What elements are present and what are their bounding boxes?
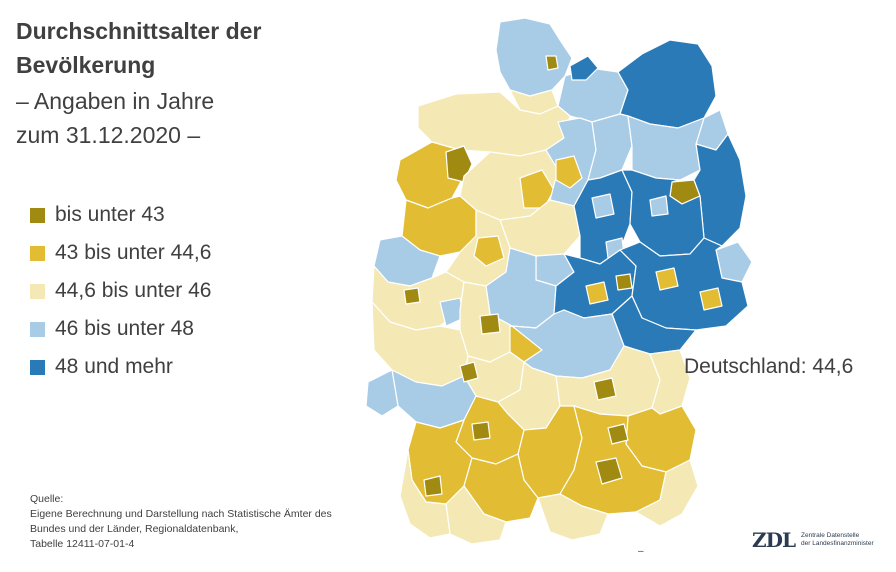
region-muenchen: [595, 457, 623, 485]
zdl-logo: ZDL Zentrale Datenstelle der Landesfinan…: [752, 528, 874, 552]
source-line-1: Eigene Berechnung und Darstellung nach S…: [30, 508, 332, 520]
source-line-3: Tabelle 12411-07-01-4: [30, 538, 135, 550]
zdl-logo-line-2: der Landesfinanzminister: [801, 540, 874, 547]
subtitle-line-2: zum 31.12.2020 –: [16, 122, 201, 148]
region-rostock: [569, 55, 599, 81]
region-leipzig: [655, 267, 679, 291]
legend-swatch-2: [30, 283, 45, 299]
region-potsdam: [649, 195, 669, 217]
region-mecklenburg-west: [557, 67, 629, 123]
region-mainz: [459, 361, 479, 383]
region-marburg: [479, 313, 501, 335]
legend-swatch-0: [30, 207, 45, 223]
zdl-logo-mark: ZDL: [752, 528, 796, 552]
zdl-logo-line-1: Zentrale Datenstelle: [801, 532, 860, 539]
legend-label-1: 43 bis unter 44,6: [55, 241, 212, 264]
region-schwarzwald: [399, 449, 451, 539]
region-alpen-east: [635, 459, 699, 527]
subtitle-line-1: – Angaben in Jahre: [16, 88, 215, 114]
legend-item-3: 46 bis unter 48: [30, 310, 211, 348]
region-brandenburg-east: [693, 133, 747, 247]
source-line-2: Bundes und der Länder, Regionaldatenbank…: [30, 523, 239, 535]
legend-item-4: 48 und mehr: [30, 348, 211, 386]
legend-label-3: 46 bis unter 48: [55, 317, 194, 340]
legend-item-0: bis unter 43: [30, 196, 211, 234]
region-dresden: [699, 287, 723, 311]
map-subtitle: – Angaben in Jahre zum 31.12.2020 –: [16, 84, 346, 152]
legend: bis unter 43 43 bis unter 44,6 44,6 bis …: [30, 196, 211, 386]
region-paderborn: [473, 235, 505, 267]
zdl-logo-text: Zentrale Datenstelle der Landesfinanzmin…: [801, 532, 874, 548]
legend-label-4: 48 und mehr: [55, 355, 173, 378]
germany-choropleth-map: [365, 17, 753, 545]
region-saarland: [365, 369, 399, 417]
source-heading: Quelle:: [30, 493, 64, 505]
region-ingolstadt: [607, 423, 629, 445]
region-schleswig-holstein: [495, 17, 573, 97]
region-freiburg: [423, 475, 443, 497]
region-jena: [615, 273, 633, 291]
source-note: Quelle: Eigene Berechnung und Darstellun…: [30, 492, 370, 552]
legend-label-0: bis unter 43: [55, 203, 165, 226]
legend-swatch-3: [30, 321, 45, 337]
region-nuernberg: [593, 377, 617, 401]
map-title: Durchschnittsalter der Bevölkerung: [16, 18, 262, 78]
legend-swatch-4: [30, 359, 45, 375]
legend-label-2: 44,6 bis unter 46: [55, 279, 212, 302]
region-braunschweig: [555, 155, 583, 189]
region-magdeburg: [591, 193, 615, 219]
legend-item-1: 43 bis unter 44,6: [30, 234, 211, 272]
region-koeln: [403, 287, 421, 305]
region-bodensee: [445, 485, 507, 545]
legend-item-2: 44,6 bis unter 46: [30, 272, 211, 310]
region-vorpommern: [617, 39, 717, 129]
footer-dash: –: [638, 546, 644, 557]
national-average-label: Deutschland: 44,6: [684, 355, 854, 378]
region-heidelberg: [471, 421, 491, 441]
region-alpen-west: [537, 493, 609, 541]
region-kiel: [545, 55, 559, 71]
legend-swatch-1: [30, 245, 45, 261]
region-erfurt: [585, 281, 609, 305]
region-hannover: [519, 169, 555, 209]
